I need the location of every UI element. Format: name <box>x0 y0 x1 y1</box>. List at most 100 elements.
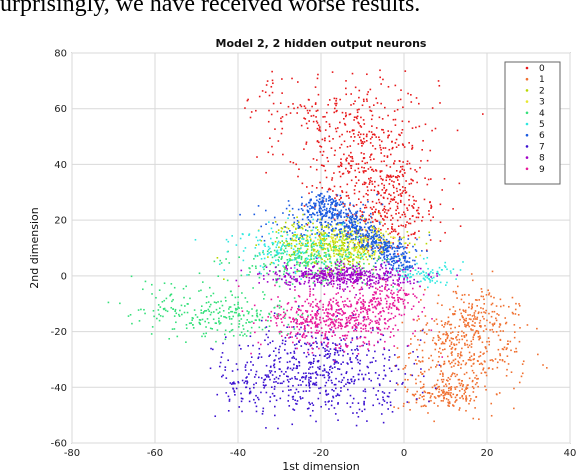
data-point <box>332 280 335 283</box>
data-point <box>324 355 326 357</box>
data-point <box>380 232 382 234</box>
data-point <box>277 252 280 255</box>
data-point <box>392 282 395 284</box>
data-point <box>240 269 243 272</box>
data-point <box>333 214 336 216</box>
data-point <box>324 390 327 393</box>
data-point <box>301 397 304 399</box>
data-point <box>391 141 393 143</box>
data-point <box>362 219 365 222</box>
data-point <box>333 154 336 156</box>
data-point <box>332 275 335 278</box>
data-point <box>198 322 201 325</box>
data-point <box>414 169 416 171</box>
data-point <box>352 273 355 275</box>
data-point <box>450 392 452 394</box>
data-point <box>376 303 379 306</box>
data-point <box>389 232 391 235</box>
data-point <box>187 303 189 305</box>
data-point <box>387 240 390 243</box>
data-point <box>340 308 342 310</box>
data-point <box>427 286 429 289</box>
data-point <box>437 334 439 337</box>
data-point <box>392 175 395 177</box>
data-point <box>298 270 301 272</box>
data-point <box>378 236 380 239</box>
data-point <box>284 281 286 284</box>
data-point <box>465 333 468 336</box>
data-point <box>335 130 338 133</box>
data-point <box>231 328 234 331</box>
data-point <box>285 207 288 210</box>
series-6-points <box>239 190 431 275</box>
data-point <box>331 177 334 179</box>
data-point <box>230 318 233 320</box>
data-point <box>395 255 398 258</box>
data-point <box>457 331 460 333</box>
data-point <box>344 203 346 205</box>
data-point <box>242 328 245 330</box>
data-point <box>330 275 333 278</box>
data-point <box>483 311 485 313</box>
data-point <box>335 104 337 107</box>
data-point <box>341 281 344 284</box>
data-point <box>409 276 411 279</box>
data-point <box>337 326 339 329</box>
data-point <box>296 347 298 350</box>
data-point <box>431 129 433 132</box>
data-point <box>332 201 334 204</box>
data-point <box>415 216 418 219</box>
data-point <box>371 320 373 323</box>
data-point <box>263 265 266 268</box>
data-point <box>411 144 414 147</box>
data-point <box>323 255 326 257</box>
data-point <box>290 242 293 245</box>
data-point <box>220 262 223 264</box>
data-point <box>392 198 395 200</box>
data-point <box>350 104 352 106</box>
data-point <box>348 113 351 116</box>
data-point <box>387 228 389 230</box>
data-point <box>429 201 431 203</box>
data-point <box>327 283 330 286</box>
data-point <box>235 387 238 390</box>
data-point <box>501 359 504 362</box>
data-point <box>400 132 403 134</box>
data-point <box>364 246 367 249</box>
data-point <box>424 315 427 317</box>
data-point <box>320 238 322 240</box>
data-point <box>345 191 348 194</box>
data-point <box>320 240 323 242</box>
data-point <box>307 314 309 317</box>
data-point <box>235 363 238 365</box>
data-point <box>306 324 309 326</box>
data-point <box>458 338 461 341</box>
data-point <box>411 374 414 377</box>
data-point <box>283 267 286 269</box>
data-point <box>300 244 302 247</box>
data-point <box>247 345 249 347</box>
data-point <box>334 107 336 110</box>
data-point <box>406 260 408 263</box>
data-point <box>366 73 368 76</box>
data-point <box>309 207 311 210</box>
data-point <box>378 234 380 236</box>
data-point <box>357 378 360 381</box>
data-point <box>309 386 311 389</box>
data-point <box>357 241 359 244</box>
data-point <box>406 207 408 209</box>
data-point <box>350 219 353 222</box>
data-point <box>297 270 300 272</box>
data-point <box>196 316 199 318</box>
data-point <box>283 266 285 268</box>
data-point <box>372 250 375 253</box>
data-point <box>378 248 381 251</box>
data-point <box>295 388 298 391</box>
data-point <box>416 181 418 184</box>
data-point <box>334 240 337 243</box>
data-point <box>463 318 465 321</box>
data-point <box>426 159 429 162</box>
data-point <box>357 121 359 124</box>
data-point <box>486 319 488 322</box>
data-point <box>287 394 290 397</box>
